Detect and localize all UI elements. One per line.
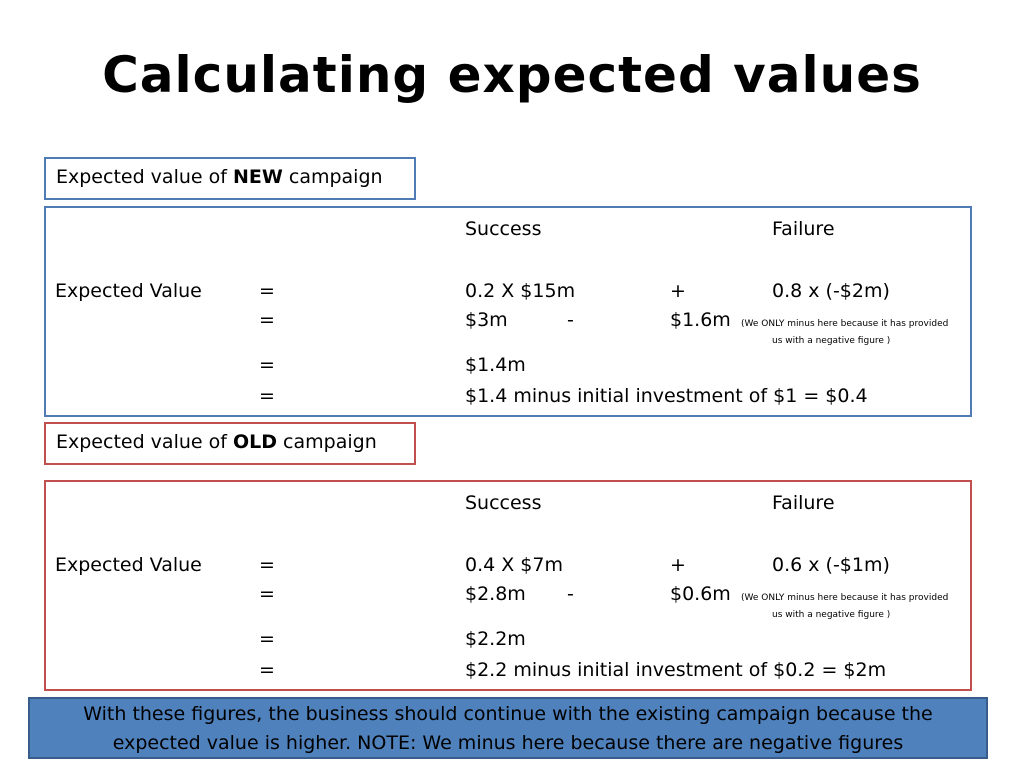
- old-eq4: =: [259, 659, 275, 681]
- old-minus: -: [567, 583, 574, 605]
- old-col-success: Success: [465, 492, 542, 514]
- old-success-expr: 0.4 X $7m: [465, 554, 563, 576]
- new-campaign-calculation: Success Failure Expected Value = 0.2 X $…: [44, 206, 972, 417]
- new-campaign-label: Expected value of NEW campaign: [44, 157, 416, 200]
- new-minus: -: [567, 309, 574, 331]
- new-failure-expr: 0.8 x (-$2m): [772, 280, 890, 302]
- new-success-value: $3m: [465, 309, 508, 331]
- old-failure-value: $0.6m: [670, 583, 731, 605]
- conclusion-banner: With these figures, the business should …: [28, 697, 988, 759]
- new-label-suffix: campaign: [282, 166, 383, 188]
- new-col-failure: Failure: [772, 218, 835, 240]
- old-label-prefix: Expected value of: [56, 431, 233, 453]
- new-plus: +: [670, 280, 686, 302]
- new-eq3: =: [259, 354, 275, 376]
- old-campaign-calculation: Success Failure Expected Value = 0.4 X $…: [44, 480, 972, 691]
- new-failure-value: $1.6m: [670, 309, 731, 331]
- old-success-value: $2.8m: [465, 583, 526, 605]
- new-success-expr: 0.2 X $15m: [465, 280, 576, 302]
- new-note-line1: (We ONLY minus here because it has provi…: [741, 319, 949, 329]
- old-label-bold: OLD: [232, 431, 278, 453]
- conclusion-line2: expected value is higher. NOTE: We minus…: [112, 732, 904, 754]
- new-final-line: $1.4 minus initial investment of $1 = $0…: [465, 385, 868, 407]
- old-campaign-label: Expected value of OLD campaign: [44, 422, 416, 465]
- old-eq3: =: [259, 628, 275, 650]
- new-eq2: =: [259, 309, 275, 331]
- new-eq1: =: [259, 280, 275, 302]
- new-note-line2: us with a negative figure ): [772, 336, 891, 346]
- new-label-prefix: Expected value of: [56, 166, 233, 188]
- old-failure-expr: 0.6 x (-$1m): [772, 554, 890, 576]
- conclusion-line1: With these figures, the business should …: [83, 703, 933, 725]
- new-eq4: =: [259, 385, 275, 407]
- old-final-line: $2.2 minus initial investment of $0.2 = …: [465, 659, 887, 681]
- old-eq1: =: [259, 554, 275, 576]
- old-eq2: =: [259, 583, 275, 605]
- old-label-suffix: campaign: [277, 431, 377, 453]
- old-net-value: $2.2m: [465, 628, 526, 650]
- new-row-label: Expected Value: [55, 280, 202, 302]
- old-plus: +: [670, 554, 686, 576]
- old-note-line1: (We ONLY minus here because it has provi…: [741, 593, 949, 603]
- new-label-bold: NEW: [232, 166, 283, 188]
- new-net-value: $1.4m: [465, 354, 526, 376]
- slide-title: Calculating expected values: [102, 46, 922, 104]
- new-col-success: Success: [465, 218, 542, 240]
- old-col-failure: Failure: [772, 492, 835, 514]
- old-row-label: Expected Value: [55, 554, 202, 576]
- old-note-line2: us with a negative figure ): [772, 610, 891, 620]
